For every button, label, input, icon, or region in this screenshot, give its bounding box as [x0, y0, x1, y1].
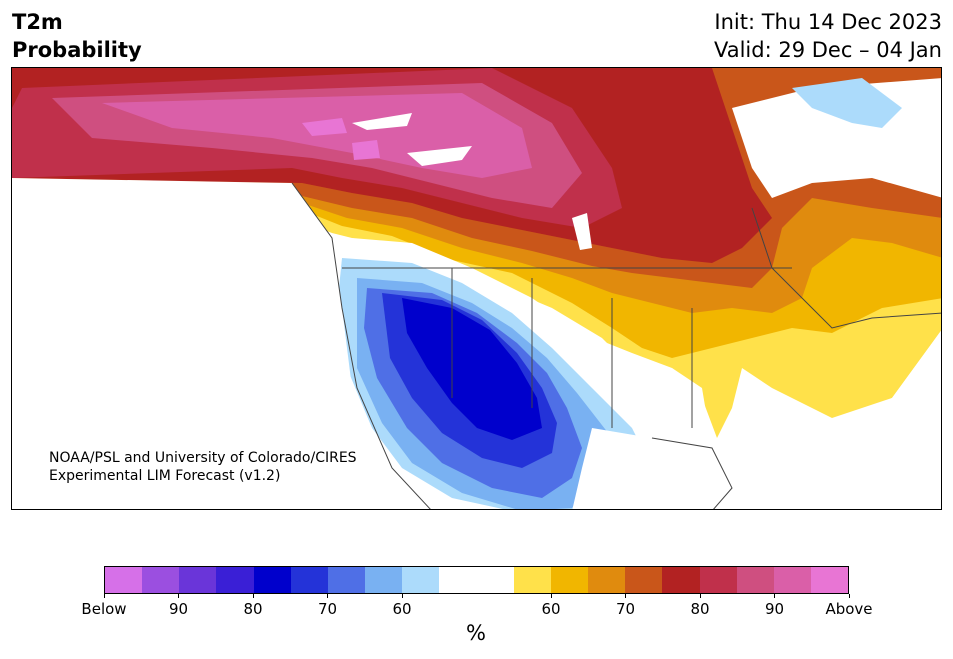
colorbar-cell	[588, 567, 626, 593]
colorbar-unit-label: %	[466, 621, 486, 645]
colorbar-cell	[402, 567, 440, 593]
colorbar-tick-label: Below	[81, 600, 127, 618]
pacific-ocean	[12, 178, 431, 509]
colorbar-tick-label: 70	[317, 600, 338, 618]
forecast-credit: NOAA/PSL and University of Colorado/CIRE…	[49, 449, 357, 485]
colorbar-cell	[810, 567, 849, 593]
colorbar-tick-label: 90	[168, 600, 189, 618]
forecast-dates: Init: Thu 14 Dec 2023 Valid: 29 Dec – 04…	[714, 8, 942, 64]
ice-region	[792, 78, 902, 128]
colorbar-tick-mark	[103, 594, 105, 598]
gulf-of-mexico	[572, 428, 712, 509]
colorbar-cell	[513, 567, 551, 593]
colorbar-cell	[105, 567, 143, 593]
colorbar-tick-mark	[327, 594, 328, 598]
above-max-region	[302, 118, 380, 160]
colorbar-tick-label: 80	[243, 600, 263, 618]
colorbar-tick-mark	[848, 594, 850, 598]
colorbar-tick-label: 80	[690, 600, 710, 618]
colorbar-cell	[736, 567, 774, 593]
colorbar-tick-label: 60	[541, 600, 561, 618]
colorbar-tick-mark	[625, 594, 626, 598]
colorbar-tick-mark	[774, 594, 775, 598]
colorbar-cell	[625, 567, 663, 593]
lake-patch-3	[572, 213, 592, 250]
colorbar-cell	[662, 567, 700, 593]
lake-patch-2	[407, 146, 472, 166]
atlantic-ocean	[752, 330, 941, 509]
colorbar-tick-label: 70	[615, 600, 636, 618]
colorbar-cell	[216, 567, 254, 593]
colorbar-cell	[550, 567, 589, 593]
lake-patch-1	[352, 113, 412, 130]
colorbar-tick-mark	[252, 594, 254, 598]
colorbar-tick-label: 90	[764, 600, 785, 618]
probability-colorbar	[104, 566, 849, 594]
colorbar-tick-mark	[699, 594, 701, 598]
valid-dates: Valid: 29 Dec – 04 Jan	[713, 38, 942, 62]
colorbar-cell	[327, 567, 366, 593]
map-title: T2m Probability	[12, 8, 142, 64]
colorbar-cell	[290, 567, 328, 593]
colorbar-tick-label: 60	[392, 600, 412, 618]
colorbar-cell	[699, 567, 737, 593]
colorbar-cell	[365, 567, 403, 593]
colorbar-cell	[476, 567, 514, 593]
probability-map	[11, 67, 942, 510]
colorbar-cell	[253, 567, 291, 593]
map-borders	[291, 182, 941, 509]
colorbar-cell	[179, 567, 217, 593]
colorbar-cell	[773, 567, 811, 593]
init-date: Init: Thu 14 Dec 2023	[714, 10, 942, 34]
colorbar-tick-mark	[550, 594, 552, 598]
colorbar-tick-mark	[401, 594, 403, 598]
map-canvas	[12, 68, 941, 509]
colorbar-cell	[439, 567, 477, 593]
colorbar-cell	[142, 567, 180, 593]
credit-line1: NOAA/PSL and University of Colorado/CIRE…	[49, 450, 357, 466]
credit-line2: Experimental LIM Forecast (v1.2)	[49, 468, 281, 484]
map-title-line2: Probability	[12, 38, 142, 62]
colorbar-tick-mark	[178, 594, 179, 598]
colorbar-tick-label: Above	[825, 600, 873, 618]
below-90-region	[402, 298, 542, 440]
map-title-line1: T2m	[12, 10, 63, 34]
